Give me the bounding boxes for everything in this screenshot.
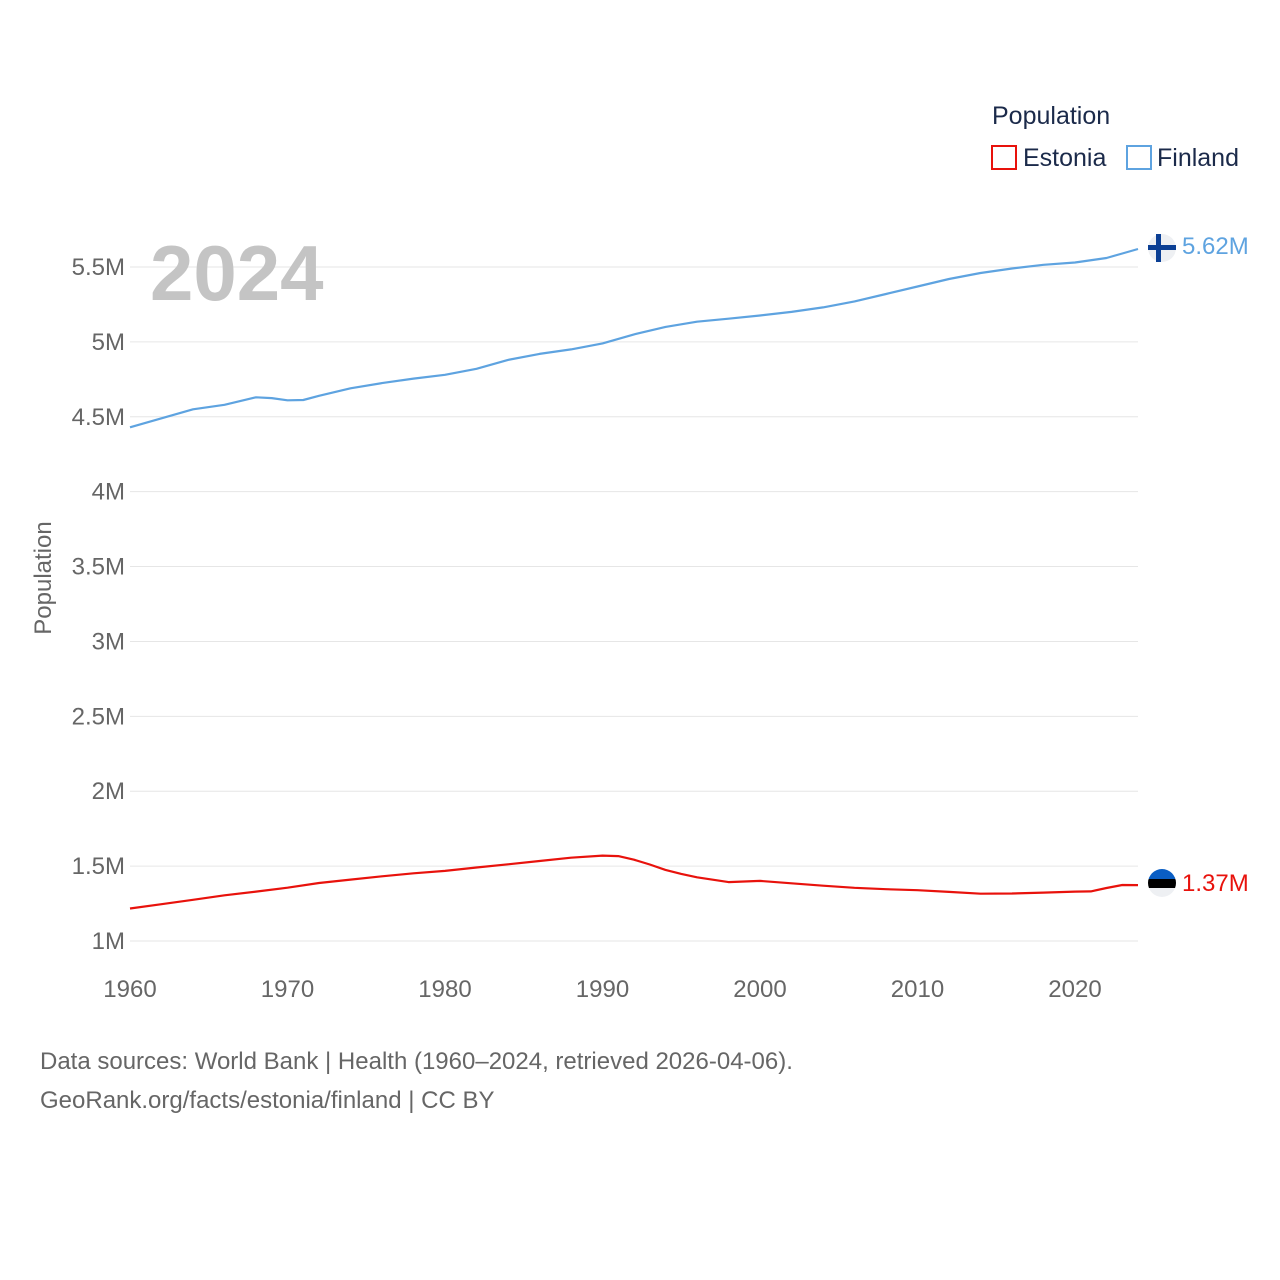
grid-lines bbox=[130, 266, 1138, 942]
legend: Population Estonia Finland bbox=[991, 102, 1239, 172]
legend-swatch-finland bbox=[1126, 145, 1152, 170]
series-lines bbox=[129, 247, 1139, 910]
source-line: Data sources: World Bank | Health (1960–… bbox=[40, 1048, 793, 1075]
series-line-finland[interactable] bbox=[129, 247, 1139, 429]
y-tick-label: 5.5M bbox=[72, 254, 125, 281]
y-tick-label: 2M bbox=[92, 778, 125, 805]
y-axis-label: Population bbox=[30, 521, 57, 634]
finland-flag-icon bbox=[1148, 234, 1176, 262]
legend-item-estonia[interactable]: Estonia bbox=[991, 144, 1106, 172]
x-tick-label: 2000 bbox=[733, 976, 786, 1003]
legend-item-finland[interactable]: Finland bbox=[1126, 144, 1239, 172]
y-tick-label: 3M bbox=[92, 628, 125, 655]
y-tick-label: 1M bbox=[92, 928, 125, 955]
finland-end-value: 5.62M bbox=[1182, 233, 1249, 260]
x-tick-label: 1970 bbox=[261, 976, 314, 1003]
data-source-footer: Data sources: World Bank | Health (1960–… bbox=[40, 1042, 793, 1120]
estonia-flag-icon bbox=[1148, 869, 1176, 897]
x-tick-label: 2020 bbox=[1048, 976, 1101, 1003]
legend-swatch-estonia bbox=[991, 145, 1017, 170]
legend-label-finland: Finland bbox=[1157, 144, 1239, 172]
x-tick-label: 2010 bbox=[891, 976, 944, 1003]
x-tick-label: 1960 bbox=[103, 976, 156, 1003]
estonia-end-value: 1.37M bbox=[1182, 870, 1249, 897]
year-watermark: 2024 bbox=[150, 229, 324, 317]
x-axis-ticks: 1960 1970 1980 1990 2000 2010 2020 bbox=[103, 976, 1101, 1003]
finland-end-marker: 5.62M bbox=[1148, 233, 1249, 262]
legend-title: Population bbox=[992, 102, 1110, 130]
estonia-end-marker: 1.37M bbox=[1148, 869, 1249, 897]
legend-label-estonia: Estonia bbox=[1023, 144, 1106, 172]
y-tick-label: 5M bbox=[92, 329, 125, 356]
y-axis-ticks: 1M 1.5M 2M 2.5M 3M 3.5M 4M 4.5M 5M 5.5M bbox=[72, 254, 125, 955]
y-tick-label: 4M bbox=[92, 479, 125, 506]
x-tick-label: 1990 bbox=[576, 976, 629, 1003]
series-line-estonia[interactable] bbox=[129, 854, 1139, 910]
y-tick-label: 3.5M bbox=[72, 554, 125, 581]
y-tick-label: 4.5M bbox=[72, 404, 125, 431]
y-tick-label: 2.5M bbox=[72, 703, 125, 730]
attribution-link[interactable]: GeoRank.org/facts/estonia/finland | CC B… bbox=[40, 1087, 495, 1114]
x-tick-label: 1980 bbox=[418, 976, 471, 1003]
y-tick-label: 1.5M bbox=[72, 853, 125, 880]
